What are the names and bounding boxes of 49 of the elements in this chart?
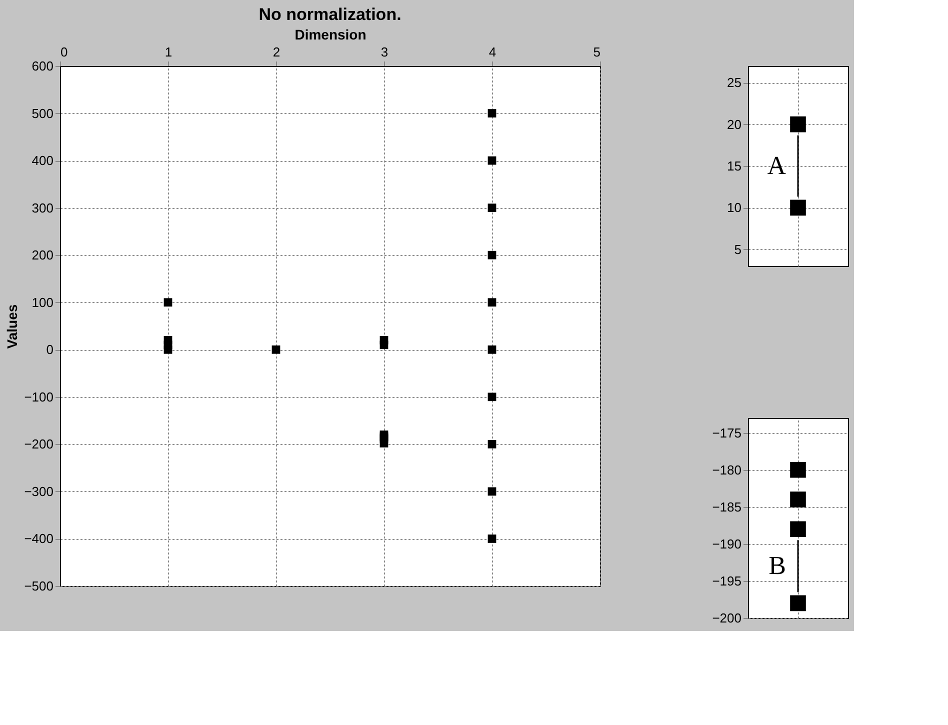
y-tick-label: −300	[24, 484, 54, 499]
y-tick-label: −400	[24, 531, 54, 546]
x-tick-label: 4	[488, 44, 496, 60]
point	[488, 534, 496, 543]
point	[488, 440, 496, 448]
y-tick-label: −200	[24, 436, 54, 452]
chart-title: No normalization.	[258, 5, 402, 24]
x-tick-label: 0	[60, 44, 68, 60]
y-tick-label: −185	[712, 499, 742, 514]
point	[164, 298, 172, 307]
annotation: B	[768, 551, 786, 580]
y-tick-label: 25	[727, 75, 742, 90]
point	[488, 392, 496, 402]
point	[488, 345, 496, 354]
y-tick-label: 5	[734, 242, 742, 257]
x-axis-title: Dimension	[294, 26, 366, 42]
y-tick-label: −175	[712, 425, 742, 440]
y-tick-label: −180	[712, 462, 742, 478]
y-tick-label: 300	[32, 200, 54, 216]
point	[488, 204, 496, 212]
point	[488, 487, 496, 496]
y-tick-label: −200	[712, 610, 742, 626]
point	[488, 298, 496, 307]
point	[380, 439, 388, 448]
point	[488, 250, 496, 260]
annotation: A	[767, 151, 786, 180]
x-tick-label: 3	[380, 44, 388, 60]
y-tick-label: −190	[712, 536, 742, 552]
point	[488, 109, 496, 118]
y-tick-label: 600	[32, 58, 54, 74]
x-tick-label: 1	[164, 44, 172, 60]
y-tick-label: 400	[32, 153, 54, 168]
y-tick-label: 0	[46, 342, 54, 358]
point	[380, 336, 388, 344]
y-tick-label: −500	[24, 578, 54, 594]
y-tick-label: 15	[727, 158, 742, 174]
point	[488, 156, 496, 165]
point	[164, 336, 172, 344]
y-tick-label: 20	[727, 116, 742, 132]
y-axis-title: Values	[4, 304, 20, 349]
y-tick-label: 200	[32, 248, 54, 263]
point	[272, 345, 280, 354]
x-tick-label: 5	[593, 44, 600, 60]
y-tick-label: −100	[24, 389, 54, 404]
y-tick-label: −195	[712, 573, 742, 588]
y-tick-label: 100	[32, 294, 54, 310]
x-tick-label: 2	[272, 44, 280, 60]
y-tick-label: 10	[727, 200, 742, 216]
y-tick-label: 500	[32, 106, 54, 121]
